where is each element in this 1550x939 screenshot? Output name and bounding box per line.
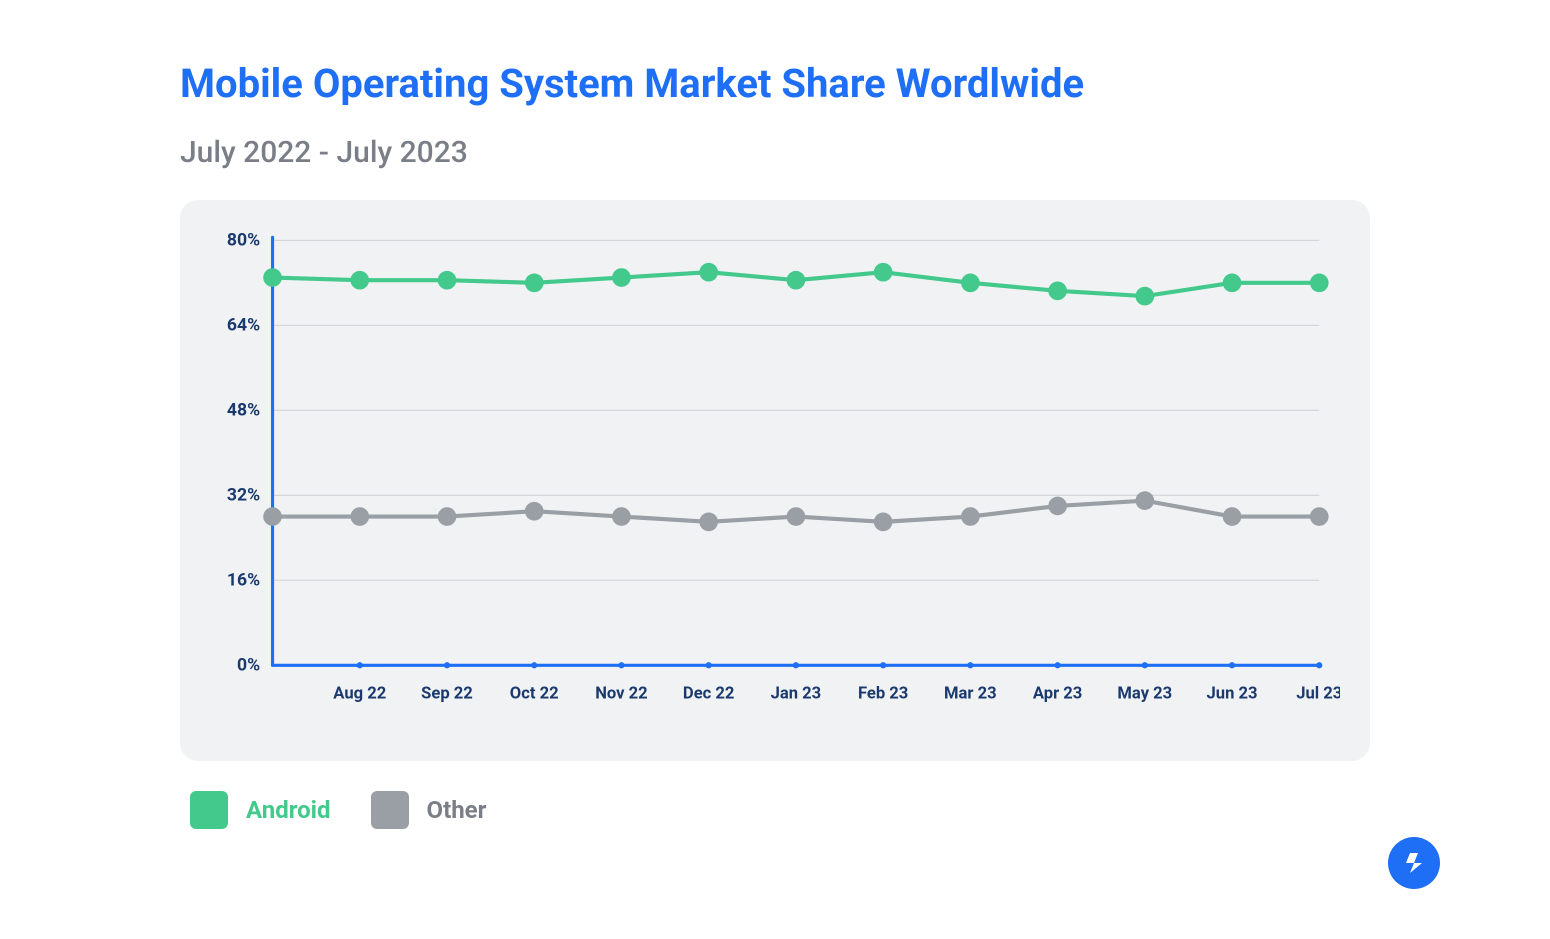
y-tick-label: 32% — [227, 485, 260, 505]
series-marker-other — [438, 507, 457, 526]
series-marker-android — [612, 268, 631, 287]
legend-item-android: Android — [190, 791, 331, 829]
series-marker-other — [263, 507, 282, 526]
x-tick-label: Mar 23 — [944, 684, 997, 703]
legend-swatch — [190, 791, 228, 829]
x-tick-label: Jul 23 — [1296, 684, 1340, 703]
series-marker-other — [350, 507, 369, 526]
legend-item-other: Other — [371, 791, 487, 829]
chart-subtitle: July 2022 - July 2023 — [180, 135, 1370, 170]
x-tick-label: Apr 23 — [1033, 684, 1082, 703]
legend: Android Other — [180, 791, 1370, 829]
legend-label: Android — [246, 796, 331, 824]
x-tick-label: Dec 22 — [683, 684, 735, 703]
series-marker-android — [263, 268, 282, 287]
chart-panel: 0% 16% 32% 48% 64% 80% Aug 22 Sep 22 Oct 22 Nov 2… — [180, 200, 1370, 761]
series-marker-other — [787, 507, 806, 526]
series-marker-android — [1310, 274, 1329, 293]
x-tick-label: Oct 22 — [510, 684, 559, 703]
series-marker-android — [525, 274, 544, 293]
x-tick-label: May 23 — [1117, 684, 1172, 703]
series-marker-other — [961, 507, 980, 526]
y-tick-label: 0% — [237, 655, 260, 675]
y-tick-label: 80% — [227, 231, 260, 251]
series-marker-android — [1223, 274, 1242, 293]
series-marker-other — [1310, 507, 1329, 526]
series-marker-android — [1048, 281, 1067, 300]
y-tick-label: 48% — [227, 401, 260, 421]
brand-logo-icon — [1388, 837, 1440, 889]
logo-glyph-icon — [1400, 849, 1428, 877]
series-marker-android — [961, 274, 980, 293]
series-marker-other — [525, 502, 544, 521]
legend-label: Other — [427, 796, 487, 824]
y-tick-label: 16% — [227, 570, 260, 590]
series-marker-other — [874, 513, 893, 532]
series-marker-android — [438, 271, 457, 290]
x-tick-label: Feb 23 — [858, 684, 908, 703]
x-tick-label: Jan 23 — [771, 684, 822, 703]
series-marker-other — [612, 507, 631, 526]
x-tick-label: Sep 22 — [421, 684, 473, 703]
line-chart: 0% 16% 32% 48% 64% 80% Aug 22 Sep 22 Oct 22 Nov 2… — [200, 230, 1340, 727]
x-tick-label: Jun 23 — [1207, 684, 1258, 703]
series-marker-other — [1223, 507, 1242, 526]
x-tick-label: Nov 22 — [595, 684, 647, 703]
chart-container: Mobile Operating System Market Share Wor… — [80, 60, 1470, 829]
series-marker-other — [1135, 491, 1154, 510]
series-marker-android — [699, 263, 718, 282]
series-marker-other — [699, 513, 718, 532]
series-marker-android — [1135, 287, 1154, 306]
y-tick-label: 64% — [227, 316, 260, 336]
x-tick-label: Aug 22 — [333, 684, 386, 703]
series-marker-other — [1048, 497, 1067, 516]
legend-swatch — [371, 791, 409, 829]
chart-title: Mobile Operating System Market Share Wor… — [180, 60, 1370, 107]
series-marker-android — [350, 271, 369, 290]
series-marker-android — [874, 263, 893, 282]
series-marker-android — [787, 271, 806, 290]
